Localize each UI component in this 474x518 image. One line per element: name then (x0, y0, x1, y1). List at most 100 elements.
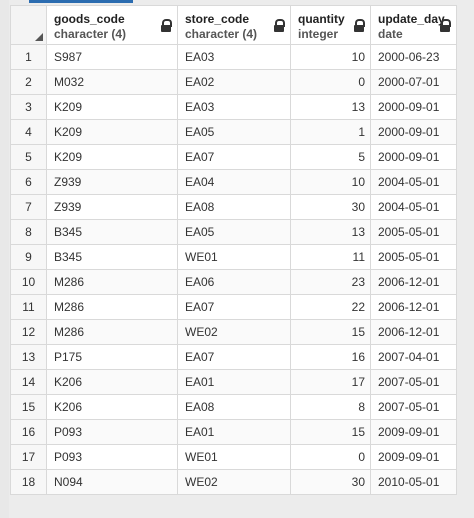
cell-goods-code[interactable]: P093 (46, 444, 178, 470)
cell-update-day[interactable]: 2000-09-01 (370, 119, 457, 145)
cell-update-day[interactable]: 2009-09-01 (370, 419, 457, 445)
cell-quantity[interactable]: 17 (290, 369, 371, 395)
row-number[interactable]: 17 (10, 444, 47, 470)
cell-store-code[interactable]: EA04 (177, 169, 291, 195)
table-row[interactable]: 14 K206 EA01 17 2007-05-01 (10, 369, 457, 395)
cell-update-day[interactable]: 2000-06-23 (370, 44, 457, 70)
row-number[interactable]: 14 (10, 369, 47, 395)
cell-goods-code[interactable]: B345 (46, 219, 178, 245)
cell-goods-code[interactable]: K206 (46, 394, 178, 420)
cell-quantity[interactable]: 11 (290, 244, 371, 270)
cell-goods-code[interactable]: K209 (46, 144, 178, 170)
row-number[interactable]: 15 (10, 394, 47, 420)
cell-goods-code[interactable]: M286 (46, 319, 178, 345)
cell-quantity[interactable]: 1 (290, 119, 371, 145)
cell-quantity[interactable]: 0 (290, 69, 371, 95)
table-row[interactable]: 3 K209 EA03 13 2000-09-01 (10, 94, 457, 120)
cell-store-code[interactable]: WE02 (177, 469, 291, 495)
cell-goods-code[interactable]: Z939 (46, 169, 178, 195)
row-number[interactable]: 16 (10, 419, 47, 445)
cell-store-code[interactable]: EA07 (177, 294, 291, 320)
cell-store-code[interactable]: EA01 (177, 419, 291, 445)
cell-quantity[interactable]: 22 (290, 294, 371, 320)
select-all-corner[interactable] (10, 5, 47, 45)
cell-quantity[interactable]: 30 (290, 469, 371, 495)
cell-quantity[interactable]: 16 (290, 344, 371, 370)
cell-update-day[interactable]: 2009-09-01 (370, 444, 457, 470)
table-row[interactable]: 5 K209 EA07 5 2000-09-01 (10, 144, 457, 170)
cell-update-day[interactable]: 2007-05-01 (370, 369, 457, 395)
cell-store-code[interactable]: EA05 (177, 119, 291, 145)
cell-update-day[interactable]: 2007-05-01 (370, 394, 457, 420)
row-number[interactable]: 12 (10, 319, 47, 345)
cell-quantity[interactable]: 5 (290, 144, 371, 170)
row-number[interactable]: 8 (10, 219, 47, 245)
row-number[interactable]: 10 (10, 269, 47, 295)
column-header-update-day[interactable]: update_day date (370, 5, 457, 45)
cell-quantity[interactable]: 13 (290, 219, 371, 245)
cell-update-day[interactable]: 2006-12-01 (370, 294, 457, 320)
cell-quantity[interactable]: 30 (290, 194, 371, 220)
cell-store-code[interactable]: EA08 (177, 194, 291, 220)
cell-quantity[interactable]: 15 (290, 419, 371, 445)
cell-quantity[interactable]: 0 (290, 444, 371, 470)
cell-store-code[interactable]: EA06 (177, 269, 291, 295)
cell-quantity[interactable]: 23 (290, 269, 371, 295)
column-header-goods-code[interactable]: goods_code character (4) (46, 5, 178, 45)
column-header-store-code[interactable]: store_code character (4) (177, 5, 291, 45)
table-row[interactable]: 1 S987 EA03 10 2000-06-23 (10, 44, 457, 70)
table-row[interactable]: 10 M286 EA06 23 2006-12-01 (10, 269, 457, 295)
table-row[interactable]: 17 P093 WE01 0 2009-09-01 (10, 444, 457, 470)
cell-goods-code[interactable]: P093 (46, 419, 178, 445)
column-header-quantity[interactable]: quantity integer (290, 5, 371, 45)
cell-goods-code[interactable]: M286 (46, 269, 178, 295)
table-row[interactable]: 2 M032 EA02 0 2000-07-01 (10, 69, 457, 95)
cell-store-code[interactable]: WE02 (177, 319, 291, 345)
cell-store-code[interactable]: EA02 (177, 69, 291, 95)
row-number[interactable]: 11 (10, 294, 47, 320)
cell-update-day[interactable]: 2005-05-01 (370, 244, 457, 270)
cell-update-day[interactable]: 2000-09-01 (370, 94, 457, 120)
cell-update-day[interactable]: 2000-09-01 (370, 144, 457, 170)
cell-update-day[interactable]: 2004-05-01 (370, 194, 457, 220)
cell-store-code[interactable]: EA05 (177, 219, 291, 245)
row-number[interactable]: 4 (10, 119, 47, 145)
table-row[interactable]: 16 P093 EA01 15 2009-09-01 (10, 419, 457, 445)
cell-goods-code[interactable]: K209 (46, 119, 178, 145)
table-row[interactable]: 7 Z939 EA08 30 2004-05-01 (10, 194, 457, 220)
cell-quantity[interactable]: 10 (290, 44, 371, 70)
cell-store-code[interactable]: EA07 (177, 144, 291, 170)
row-number[interactable]: 3 (10, 94, 47, 120)
cell-update-day[interactable]: 2010-05-01 (370, 469, 457, 495)
cell-update-day[interactable]: 2000-07-01 (370, 69, 457, 95)
table-row[interactable]: 18 N094 WE02 30 2010-05-01 (10, 469, 457, 495)
row-number[interactable]: 1 (10, 44, 47, 70)
cell-store-code[interactable]: EA03 (177, 44, 291, 70)
table-row[interactable]: 15 K206 EA08 8 2007-05-01 (10, 394, 457, 420)
table-row[interactable]: 6 Z939 EA04 10 2004-05-01 (10, 169, 457, 195)
cell-goods-code[interactable]: M032 (46, 69, 178, 95)
cell-goods-code[interactable]: Z939 (46, 194, 178, 220)
row-number[interactable]: 5 (10, 144, 47, 170)
cell-goods-code[interactable]: P175 (46, 344, 178, 370)
cell-goods-code[interactable]: N094 (46, 469, 178, 495)
table-row[interactable]: 8 B345 EA05 13 2005-05-01 (10, 219, 457, 245)
table-row[interactable]: 13 P175 EA07 16 2007-04-01 (10, 344, 457, 370)
row-number[interactable]: 18 (10, 469, 47, 495)
cell-update-day[interactable]: 2005-05-01 (370, 219, 457, 245)
cell-quantity[interactable]: 8 (290, 394, 371, 420)
cell-store-code[interactable]: WE01 (177, 444, 291, 470)
table-row[interactable]: 11 M286 EA07 22 2006-12-01 (10, 294, 457, 320)
row-number[interactable]: 6 (10, 169, 47, 195)
cell-store-code[interactable]: WE01 (177, 244, 291, 270)
row-number[interactable]: 2 (10, 69, 47, 95)
cell-update-day[interactable]: 2004-05-01 (370, 169, 457, 195)
cell-goods-code[interactable]: M286 (46, 294, 178, 320)
cell-goods-code[interactable]: K209 (46, 94, 178, 120)
row-number[interactable]: 9 (10, 244, 47, 270)
table-row[interactable]: 12 M286 WE02 15 2006-12-01 (10, 319, 457, 345)
row-number[interactable]: 7 (10, 194, 47, 220)
cell-goods-code[interactable]: B345 (46, 244, 178, 270)
cell-quantity[interactable]: 13 (290, 94, 371, 120)
cell-update-day[interactable]: 2006-12-01 (370, 319, 457, 345)
